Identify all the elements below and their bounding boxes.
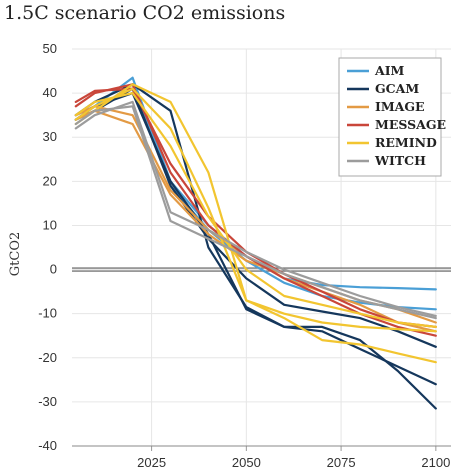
- series-line-remind: [74, 87, 437, 364]
- legend-box: [338, 57, 442, 177]
- x-tick-label: 2025: [137, 455, 166, 470]
- series-line-witch: [74, 100, 437, 317]
- legend: AIM GCAM IMAGE MESSAGE REMIND WITCH: [338, 57, 446, 177]
- y-tick-label: -40: [38, 438, 57, 453]
- series-line-remind: [74, 91, 437, 328]
- x-tick-label: 2100: [421, 455, 450, 470]
- y-axis-label: GtCO2: [8, 232, 23, 276]
- series-line-witch: [74, 105, 437, 320]
- x-tick-label: 2075: [327, 455, 356, 470]
- y-tick-label: -10: [38, 306, 57, 321]
- y-tick-label: 30: [43, 129, 57, 144]
- axes: 50 40 30 20 10 0 -10 -20 -30 -40 2025 2050 2075 2100: [38, 41, 451, 470]
- legend-label-remind: REMIND: [375, 135, 437, 150]
- legend-label-image: IMAGE: [375, 99, 425, 114]
- series-line-gcam: [74, 91, 437, 386]
- chart-title: 1.5C scenario CO2 emissions: [4, 2, 286, 24]
- zero-line: [72, 267, 451, 272]
- y-tick-label: 50: [43, 41, 57, 56]
- y-tick-label: 10: [43, 217, 57, 232]
- legend-label-witch: WITCH: [374, 153, 426, 168]
- legend-label-aim: AIM: [374, 63, 405, 78]
- legend-label-message: MESSAGE: [375, 117, 446, 132]
- x-tick-label: 2050: [232, 455, 261, 470]
- y-tick-label: 0: [50, 262, 57, 277]
- y-tick-label: 40: [43, 85, 57, 100]
- y-tick-label: -30: [38, 394, 57, 409]
- legend-label-gcam: GCAM: [375, 81, 419, 96]
- y-tick-label: -20: [38, 350, 57, 365]
- y-tick-label: 20: [43, 173, 57, 188]
- series-lines: [74, 76, 437, 410]
